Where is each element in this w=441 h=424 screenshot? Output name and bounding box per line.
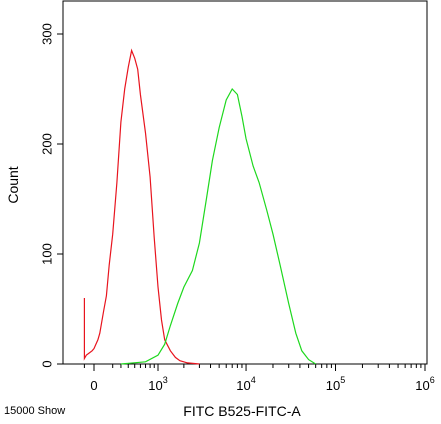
- x-axis-ticks: 0 103 104 105 106: [83, 364, 435, 393]
- series-layer: [83, 48, 317, 365]
- x-tick-exponent: 6: [430, 375, 435, 385]
- histogram-series-line: [120, 87, 317, 365]
- event-count-footer: 15000 Show: [4, 405, 65, 417]
- histogram-series-line: [83, 48, 200, 365]
- x-tick-label: 105: [326, 375, 345, 393]
- x-tick-base: 0: [90, 378, 97, 393]
- x-tick-base: 10: [415, 378, 429, 393]
- x-tick-label: 103: [148, 375, 167, 393]
- y-axis-ticks: 0 100 200 300: [40, 23, 63, 368]
- y-tick-label: 0: [40, 360, 55, 367]
- plot-frame: [62, 0, 428, 365]
- x-tick-exponent: 4: [251, 375, 256, 385]
- x-tick-base: 10: [326, 378, 340, 393]
- y-axis-title: Count: [5, 166, 21, 203]
- x-tick-base: 10: [236, 378, 250, 393]
- x-tick-exponent: 3: [163, 375, 168, 385]
- x-tick-label: 106: [415, 375, 434, 393]
- x-tick-base: 10: [148, 378, 162, 393]
- x-tick-exponent: 5: [340, 375, 345, 385]
- x-tick-label: 0: [90, 378, 97, 393]
- y-tick-label: 100: [40, 243, 55, 265]
- x-tick-label: 104: [236, 375, 255, 393]
- y-tick-label: 300: [40, 23, 55, 45]
- y-tick-label: 200: [40, 133, 55, 155]
- x-axis-title: FITC B525-FITC-A: [183, 403, 301, 419]
